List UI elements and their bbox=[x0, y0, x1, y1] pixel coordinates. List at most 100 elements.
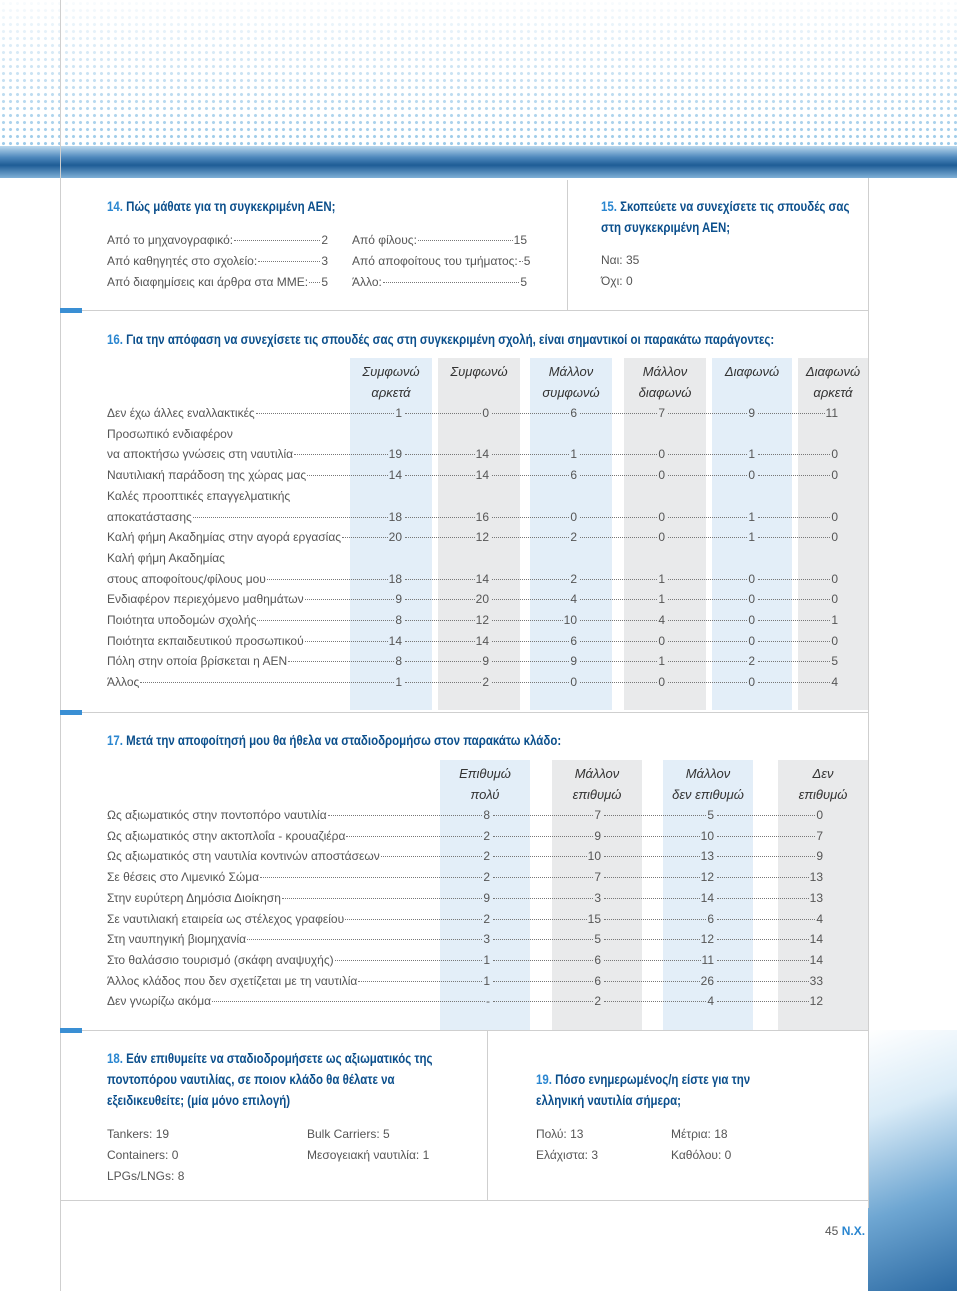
item-value: 14 bbox=[700, 890, 714, 905]
leader-row: 4 bbox=[716, 911, 823, 927]
leader-row: Από καθηγητές στο σχολείο: 3 bbox=[107, 253, 328, 269]
item-value: 0 bbox=[748, 675, 755, 690]
column-shade bbox=[440, 760, 530, 1030]
dot-leader bbox=[288, 661, 395, 663]
item-value: 0 bbox=[748, 613, 755, 627]
dot-leader bbox=[604, 1001, 707, 1003]
dot-leader bbox=[212, 1001, 485, 1003]
item-value: - bbox=[486, 994, 490, 1009]
column-header: συμφωνώ bbox=[542, 385, 600, 400]
item: LPGs/LNGs: 8 bbox=[107, 1168, 184, 1184]
leader-row: Σε ναυτιλιακή εταιρεία ως στέλεχος γραφε… bbox=[107, 911, 490, 927]
question-text: Σκοπεύετε να συνεχίσετε τις σπουδές σας … bbox=[601, 198, 850, 235]
dot-leader bbox=[717, 959, 809, 961]
column-shade bbox=[438, 358, 520, 710]
item-label: Στη ναυπηγική βιομηχανία bbox=[107, 932, 247, 947]
question-text: Πόσο ενημερωμένος/η είστε για την ελληνι… bbox=[536, 1071, 751, 1108]
item-value: 5 bbox=[707, 808, 714, 822]
dot-leader bbox=[304, 599, 395, 601]
leader-row: 0 bbox=[667, 571, 755, 587]
dot-leader bbox=[580, 475, 658, 477]
item-value: 0 bbox=[748, 592, 755, 607]
dot-leader bbox=[717, 1001, 809, 1003]
item-value: 6 bbox=[594, 973, 601, 988]
leader-row: 0 bbox=[579, 509, 665, 525]
dot-leader bbox=[518, 261, 523, 262]
leader-row: 7 bbox=[492, 807, 601, 823]
leader-row: Άλλο: 5 bbox=[352, 274, 527, 290]
dot-leader bbox=[604, 959, 701, 961]
item-value: 2 bbox=[483, 849, 490, 864]
item-value: 1 bbox=[422, 1148, 430, 1162]
leader-row: 13 bbox=[603, 848, 714, 864]
item-value: 6 bbox=[707, 911, 714, 926]
item: Tankers: 19 bbox=[107, 1126, 169, 1142]
leader-row: Άλλος κλάδος που δεν σχετίζεται με τη να… bbox=[107, 973, 490, 989]
item-value: 2 bbox=[570, 530, 577, 545]
item-value: 9 bbox=[482, 654, 489, 669]
item: Ελάχιστα: 3 bbox=[536, 1147, 598, 1163]
column-header: αρκετά bbox=[813, 385, 853, 400]
item-value: 20 bbox=[388, 530, 402, 545]
dot-leader bbox=[758, 578, 831, 580]
question-number: 19. bbox=[536, 1071, 552, 1087]
leader-row: 11 bbox=[757, 405, 838, 421]
column-shade bbox=[798, 358, 868, 710]
dot-leader bbox=[247, 939, 483, 941]
leader-row: 13 bbox=[716, 869, 823, 885]
sea-banner bbox=[0, 146, 957, 178]
item-label: Tankers: bbox=[107, 1127, 153, 1141]
leader-row: 14 bbox=[716, 931, 823, 947]
item-value: 1 bbox=[658, 654, 665, 669]
leader-row: 33 bbox=[716, 973, 823, 989]
item: Όχι: 0 bbox=[601, 273, 633, 289]
leader-row: 4 bbox=[603, 993, 714, 1009]
dot-leader bbox=[493, 918, 587, 920]
question-title: 18. Εάν επιθυμείτε να σταδιοδρομήσετε ως… bbox=[107, 1048, 437, 1111]
leader-row: 14 bbox=[716, 952, 823, 968]
item-value: 13 bbox=[570, 1127, 584, 1141]
item-value: 0 bbox=[831, 468, 838, 483]
leader-row: 15 bbox=[492, 911, 601, 927]
item-value: 0 bbox=[482, 406, 489, 420]
dot-leader bbox=[717, 877, 809, 879]
item-value: 9 bbox=[748, 406, 755, 420]
leader-row: 0 bbox=[404, 405, 489, 421]
item-value: 12 bbox=[700, 932, 714, 947]
item-value: 4 bbox=[707, 994, 714, 1009]
leader-row: 14 bbox=[404, 571, 489, 587]
dot-leader bbox=[668, 661, 748, 663]
leader-row: 1 bbox=[491, 446, 577, 462]
dot-leader bbox=[405, 475, 475, 477]
dot-leader bbox=[358, 980, 483, 982]
item-value: 0 bbox=[831, 633, 838, 648]
item-label: Δεν γνωρίζω ακόμα bbox=[107, 994, 212, 1009]
leader-row: 0 bbox=[757, 529, 838, 545]
item-value: 0 bbox=[570, 675, 577, 690]
page-number: 45 bbox=[825, 1224, 839, 1238]
leader-row: 0 bbox=[757, 509, 838, 525]
item-label: Άλλος κλάδος που δεν σχετίζεται με τη να… bbox=[107, 973, 358, 988]
item-value: 8 bbox=[483, 808, 490, 822]
item-label: Μέτρια: bbox=[671, 1127, 711, 1141]
leader-row: 9 bbox=[716, 848, 823, 864]
leader-row: Ως αξιωματικός στην ποντοπόρο ναυτιλία 8 bbox=[107, 807, 490, 823]
item-label: Ποιότητα υποδομών σχολής bbox=[107, 613, 257, 627]
item-value: 0 bbox=[625, 274, 633, 288]
dot-leader bbox=[345, 918, 483, 920]
leader-row: 1 bbox=[579, 591, 665, 607]
dot-leader bbox=[758, 454, 831, 456]
leader-row: 0 bbox=[579, 467, 665, 483]
leader-row: Ενδιαφέρον περιεχόμενο μαθημάτων 9 bbox=[107, 591, 402, 607]
item-value: 0 bbox=[658, 447, 665, 462]
column-shade bbox=[350, 358, 432, 710]
leader-row: 0 bbox=[667, 612, 755, 628]
dot-leader bbox=[604, 980, 700, 982]
leader-row: 6 bbox=[603, 911, 714, 927]
item-value: 2 bbox=[748, 654, 755, 669]
question-text: Εάν επιθυμείτε να σταδιοδρομήσετε ως αξι… bbox=[107, 1050, 433, 1108]
item-value: 6 bbox=[570, 633, 577, 648]
leader-row: 0 bbox=[491, 509, 577, 525]
item-value: 13 bbox=[700, 849, 714, 864]
leader-row: 0 bbox=[757, 633, 838, 649]
